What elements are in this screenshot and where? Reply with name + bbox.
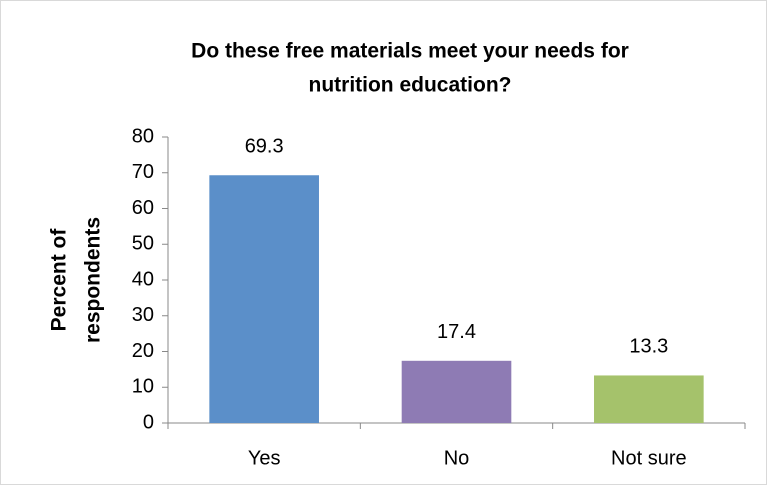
bar [594, 375, 704, 423]
x-tick-label: No [444, 447, 470, 469]
data-label: 17.4 [437, 321, 476, 343]
y-tick-label: 20 [132, 340, 154, 362]
data-label: 13.3 [629, 336, 668, 358]
bar [401, 360, 512, 423]
y-tick-label: 80 [132, 125, 154, 147]
y-axis-label: respondents [82, 217, 105, 343]
y-tick-label: 10 [132, 376, 154, 398]
x-tick-label: Yes [248, 447, 281, 469]
y-axis-label: Percent of [48, 228, 71, 332]
y-tick-label: 40 [132, 268, 154, 290]
y-tick-label: 50 [132, 233, 154, 255]
data-label: 69.3 [245, 136, 284, 158]
y-tick-label: 30 [132, 304, 154, 326]
chart-title: nutrition education? [309, 74, 512, 97]
chart-title: Do these free materials meet your needs … [191, 40, 629, 63]
x-tick-label: Not sure [611, 447, 687, 469]
y-tick-label: 0 [143, 411, 154, 433]
y-tick-label: 60 [132, 197, 154, 219]
y-tick-label: 70 [132, 161, 154, 183]
bar [209, 175, 319, 423]
